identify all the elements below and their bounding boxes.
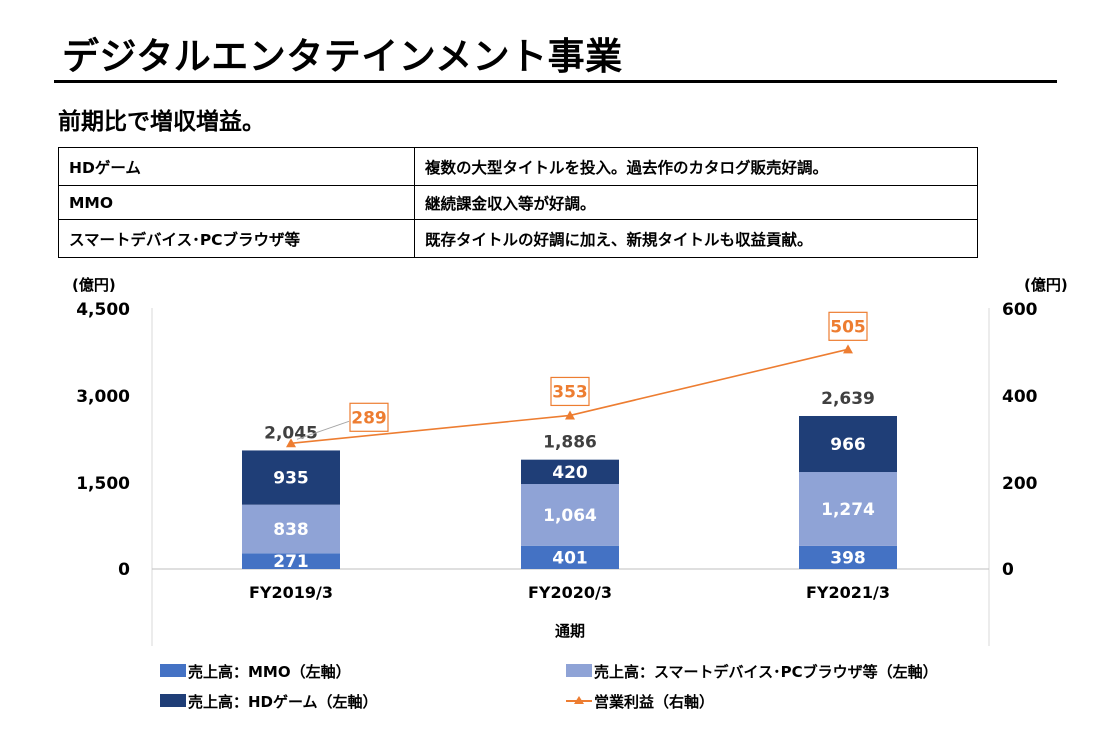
title-divider [54,80,1057,83]
profit-value-label: 353 [552,382,588,402]
profit-label-box [349,402,389,432]
bar-segment [242,553,340,569]
segment-comment: 継続課金収入等が好調。 [414,185,978,220]
segment-name: スマートデバイス･PCブラウザ等 [58,219,415,258]
legend-label: 売上高：HDゲーム（左軸） [188,693,378,711]
bar-segment [799,472,897,546]
bar-value-label: 401 [552,548,588,568]
segment-comment: 既存タイトルの好調に加え、新規タイトルも収益貢献。 [414,219,978,258]
bar-segment [242,504,340,554]
profit-label-box [550,376,590,407]
bar-total-label: 2,639 [821,389,875,409]
profit-value-label: 505 [830,317,866,337]
table-row: MMO 継続課金収入等が好調。 [58,185,978,220]
profit-marker [565,410,575,420]
segment-name: HDゲーム [58,147,415,186]
bar-total-label: 1,886 [543,433,597,453]
bar-segment [521,545,619,569]
legend-label: 営業利益（右軸） [594,693,714,711]
y-right-tick: 200 [1002,474,1038,494]
bar-value-label: 838 [273,520,309,540]
bar-segment [521,459,619,485]
profit-marker [843,344,853,354]
y-right-tick: 0 [1002,560,1014,580]
page-title: デジタルエンタテインメント事業 [62,35,623,78]
bar-value-label: 1,064 [543,506,597,526]
bar-segment [521,484,619,546]
profit-value-label: 289 [351,408,387,428]
y-right-tick: 400 [1002,387,1038,407]
legend-label: 売上高：MMO（左軸） [188,663,351,681]
x-category-label: FY2021/3 [806,583,890,602]
segment-summary-table: HDゲーム 複数の大型タイトルを投入。過去作のカタログ販売好調。 MMO 継続課… [58,147,978,258]
segment-comment: 複数の大型タイトルを投入。過去作のカタログ販売好調。 [414,147,978,186]
bar-value-label: 271 [273,552,309,572]
page-subtitle: 前期比で増収増益。 [58,109,265,135]
segment-name: MMO [58,185,415,220]
legend-label: 売上高：スマートデバイス･PCブラウザ等（左軸） [594,663,938,681]
table-row: HDゲーム 複数の大型タイトルを投入。過去作のカタログ販売好調。 [58,147,978,186]
bar-value-label: 1,274 [821,500,875,520]
bar-layer: 271 838 935 2,045 401 1,064 420 1,886 398 1,274 96… [242,389,897,572]
y-right-tick: 600 [1002,300,1038,320]
legend: 売上高：MMO（左軸） 売上高：スマートデバイス･PCブラウザ等（左軸） 売上高… [160,663,938,711]
y-left-tick: 4,500 [76,300,130,320]
profit-label-box [828,311,868,341]
legend-swatch-mmo [160,664,186,677]
bar-segment [242,450,340,505]
bar-value-label: 935 [273,469,309,489]
table-row: スマートデバイス･PCブラウザ等 既存タイトルの好調に加え、新規タイトルも収益貢… [58,219,978,258]
y-right-unit: (億円) [1024,276,1068,294]
legend-swatch-smart [566,664,592,677]
bar-segment [799,415,897,473]
profit-marker [286,438,296,448]
x-category-label: FY2020/3 [528,583,612,602]
y-left-tick: 1,500 [76,474,130,494]
profit-label-leader [296,420,350,440]
bar-value-label: 398 [830,548,866,568]
bar-total-label: 2,045 [264,423,318,443]
bar-value-label: 966 [830,435,866,455]
y-left-tick: 0 [118,560,130,580]
bar-value-label: 420 [552,463,588,483]
y-left-unit: (億円) [72,276,116,294]
y-left-tick: 3,000 [76,387,130,407]
bar-segment [799,545,897,569]
x-axis-title: 通期 [555,622,585,640]
line-layer: 289 353 505 [286,311,868,448]
x-category-label: FY2019/3 [249,583,333,602]
legend-swatch-hd [160,694,186,707]
legend-marker-profit [574,696,584,704]
